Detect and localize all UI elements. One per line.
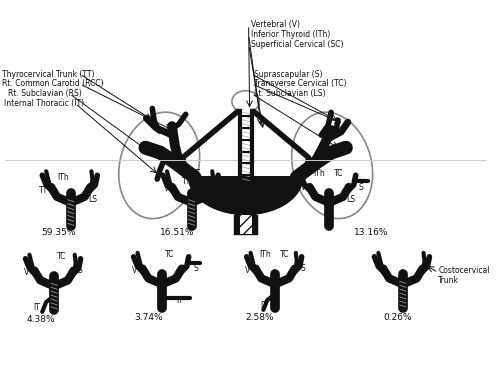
Text: Internal Thoracic (IT): Internal Thoracic (IT) [4, 99, 84, 108]
Text: TC: TC [334, 169, 344, 178]
Text: Superficial Cervical (SC): Superficial Cervical (SC) [250, 40, 343, 49]
Text: Lt. Subclavian (LS): Lt. Subclavian (LS) [254, 89, 325, 98]
Text: 0.26%: 0.26% [383, 313, 412, 322]
Text: 3.74%: 3.74% [134, 313, 163, 322]
Text: Thyrocervical Trunk (TT): Thyrocervical Trunk (TT) [2, 69, 94, 78]
Text: TC: TC [280, 250, 289, 259]
Text: V: V [164, 184, 170, 194]
Text: 13.16%: 13.16% [354, 228, 388, 237]
Text: IT: IT [33, 303, 40, 312]
Text: S: S [77, 266, 82, 275]
Text: IT: IT [176, 296, 184, 304]
Text: V: V [301, 183, 306, 192]
Text: Costocervical: Costocervical [438, 266, 490, 275]
Text: S: S [424, 258, 429, 267]
Text: Inferior Thyroid (ITh): Inferior Thyroid (ITh) [250, 30, 330, 39]
Text: S: S [90, 180, 94, 189]
Text: Transverse Cervical (TC): Transverse Cervical (TC) [254, 80, 346, 88]
Text: ITh: ITh [314, 169, 325, 178]
Text: V: V [245, 266, 250, 275]
Text: TT: TT [182, 177, 192, 186]
Text: TC: TC [57, 252, 66, 261]
Text: IT: IT [260, 302, 267, 310]
Text: S: S [214, 183, 218, 192]
Text: Trunk: Trunk [438, 276, 460, 285]
Text: ITh: ITh [57, 172, 69, 182]
Text: 59.35%: 59.35% [42, 228, 76, 237]
Text: TC: TC [166, 250, 174, 259]
Text: LS: LS [88, 195, 97, 204]
Text: TC: TC [192, 169, 201, 178]
Text: TT: TT [38, 186, 48, 195]
Text: 16.51%: 16.51% [160, 228, 194, 237]
Text: Rt. Common Carotid (RCC): Rt. Common Carotid (RCC) [2, 80, 104, 88]
Text: S: S [193, 264, 198, 273]
Text: Suprascapular (S): Suprascapular (S) [254, 69, 322, 78]
Text: Rt. Subclavian (RS): Rt. Subclavian (RS) [8, 89, 82, 98]
Bar [240, 214, 252, 234]
Text: Vertebral (V): Vertebral (V) [250, 20, 300, 29]
Text: ITh: ITh [260, 250, 271, 259]
Text: LS: LS [346, 195, 356, 204]
Polygon shape [188, 177, 302, 214]
Text: 2.58%: 2.58% [246, 313, 274, 322]
Text: S: S [300, 264, 305, 273]
Text: 4.38%: 4.38% [26, 315, 55, 324]
Text: V: V [132, 266, 137, 275]
Text: S: S [358, 183, 363, 192]
Text: V: V [24, 268, 29, 277]
Text: V: V [376, 264, 382, 273]
